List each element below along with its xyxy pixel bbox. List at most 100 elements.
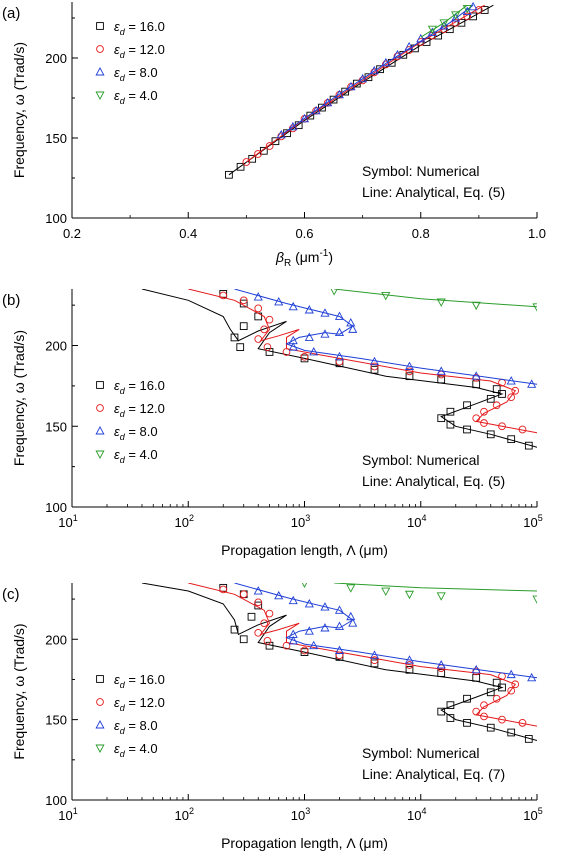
data-point xyxy=(348,618,358,627)
annotation-text: Line: Analytical, Eq. (5) xyxy=(362,473,505,489)
data-point xyxy=(320,623,330,632)
data-point xyxy=(532,595,537,605)
data-point xyxy=(427,27,437,36)
x-tick-label: 102 xyxy=(175,806,194,823)
data-point xyxy=(288,595,298,605)
data-point xyxy=(304,598,314,608)
legend-label-subscript: d xyxy=(120,409,126,419)
panel-label: (c) xyxy=(2,586,20,603)
data-point xyxy=(498,715,506,724)
series-line xyxy=(234,289,537,385)
data-point xyxy=(404,590,415,600)
data-point xyxy=(480,6,489,14)
x-tick-label: 104 xyxy=(407,806,426,823)
y-tick-label: 100 xyxy=(45,793,67,808)
y-tick-label: 200 xyxy=(45,339,67,354)
x-tick-label-base: 10 xyxy=(58,515,72,530)
data-point xyxy=(457,18,466,27)
series-line xyxy=(420,4,468,38)
x-tick-label-base: 10 xyxy=(291,515,305,530)
data-point xyxy=(524,735,533,743)
data-point xyxy=(288,635,298,645)
data-point xyxy=(311,105,321,115)
legend-label-symbol: ε xyxy=(114,695,120,710)
data-point xyxy=(348,324,358,333)
legend-label-symbol: ε xyxy=(114,65,120,80)
data-point xyxy=(492,694,501,703)
legend-label-value: = 16.0 xyxy=(125,672,165,687)
legend-label: εd = 16.0 xyxy=(114,672,165,690)
data-point xyxy=(405,372,414,381)
data-point xyxy=(346,611,356,621)
x-tick-label-base: 10 xyxy=(523,808,537,823)
data-point xyxy=(446,701,455,710)
plot-data xyxy=(141,289,537,450)
data-point xyxy=(405,661,414,669)
data-point xyxy=(334,327,345,337)
data-point xyxy=(334,645,345,654)
data-point xyxy=(471,301,481,311)
legend-label-subscript: d xyxy=(120,432,126,442)
legend-marker xyxy=(96,381,104,389)
data-point xyxy=(247,612,256,621)
data-point xyxy=(254,335,263,343)
x-tick-label: 102 xyxy=(175,513,194,530)
annotation-text: Symbol: Numerical xyxy=(362,163,479,179)
data-point xyxy=(472,414,481,423)
legend-marker xyxy=(96,45,104,53)
x-axis-label-symbol: β xyxy=(275,249,284,265)
data-point xyxy=(282,641,291,650)
data-point xyxy=(416,33,426,43)
legend-label-subscript: d xyxy=(120,680,126,690)
y-tick-label: 200 xyxy=(45,51,67,66)
legend-label-symbol: ε xyxy=(114,401,120,416)
y-axis-label: Frequency, ω (Trad/s) xyxy=(11,330,27,466)
data-point xyxy=(370,362,379,371)
data-point xyxy=(527,379,537,388)
legend-label-subscript: d xyxy=(120,50,126,60)
legend-label: εd = 4.0 xyxy=(114,447,158,465)
data-point xyxy=(334,89,344,99)
data-point xyxy=(346,317,356,327)
data-point xyxy=(358,73,368,83)
data-point xyxy=(320,602,330,611)
x-tick-label-exponent: 1 xyxy=(73,806,78,816)
data-point xyxy=(304,305,314,314)
data-point xyxy=(230,625,239,634)
data-point xyxy=(323,97,333,107)
data-point xyxy=(300,352,309,361)
legend-label-symbol: ε xyxy=(114,88,120,103)
legend-label-value: = 4.0 xyxy=(125,88,158,103)
data-point xyxy=(265,142,274,150)
data-point xyxy=(299,113,310,123)
x-tick-label-exponent: 1 xyxy=(73,513,78,523)
data-point xyxy=(282,348,291,356)
data-point xyxy=(439,21,449,30)
data-point xyxy=(480,407,488,416)
data-point xyxy=(304,626,314,635)
x-axis-label-exponent: -1 xyxy=(319,248,328,259)
data-point xyxy=(369,650,380,659)
series-line xyxy=(141,289,537,448)
x-tick-label-base: 10 xyxy=(523,515,537,530)
data-point xyxy=(304,332,314,341)
x-tick-label-exponent: 2 xyxy=(189,513,194,523)
data-point xyxy=(486,688,495,697)
data-point xyxy=(288,301,298,311)
x-tick-label-exponent: 5 xyxy=(538,513,543,523)
data-point xyxy=(260,619,269,628)
data-point xyxy=(486,723,495,732)
data-point xyxy=(480,712,488,721)
data-point xyxy=(492,385,501,393)
x-axis-label-unit: (μm xyxy=(291,249,319,265)
data-point xyxy=(507,393,516,402)
data-point xyxy=(463,718,471,727)
data-point xyxy=(254,304,263,313)
x-axis-label: βR (μm-1) xyxy=(275,248,333,269)
annotation-text: Symbol: Numerical xyxy=(362,745,479,761)
legend-label: εd = 16.0 xyxy=(114,378,165,396)
legend-label: εd = 4.0 xyxy=(114,741,158,759)
data-point xyxy=(468,2,478,11)
data-point xyxy=(329,95,338,104)
